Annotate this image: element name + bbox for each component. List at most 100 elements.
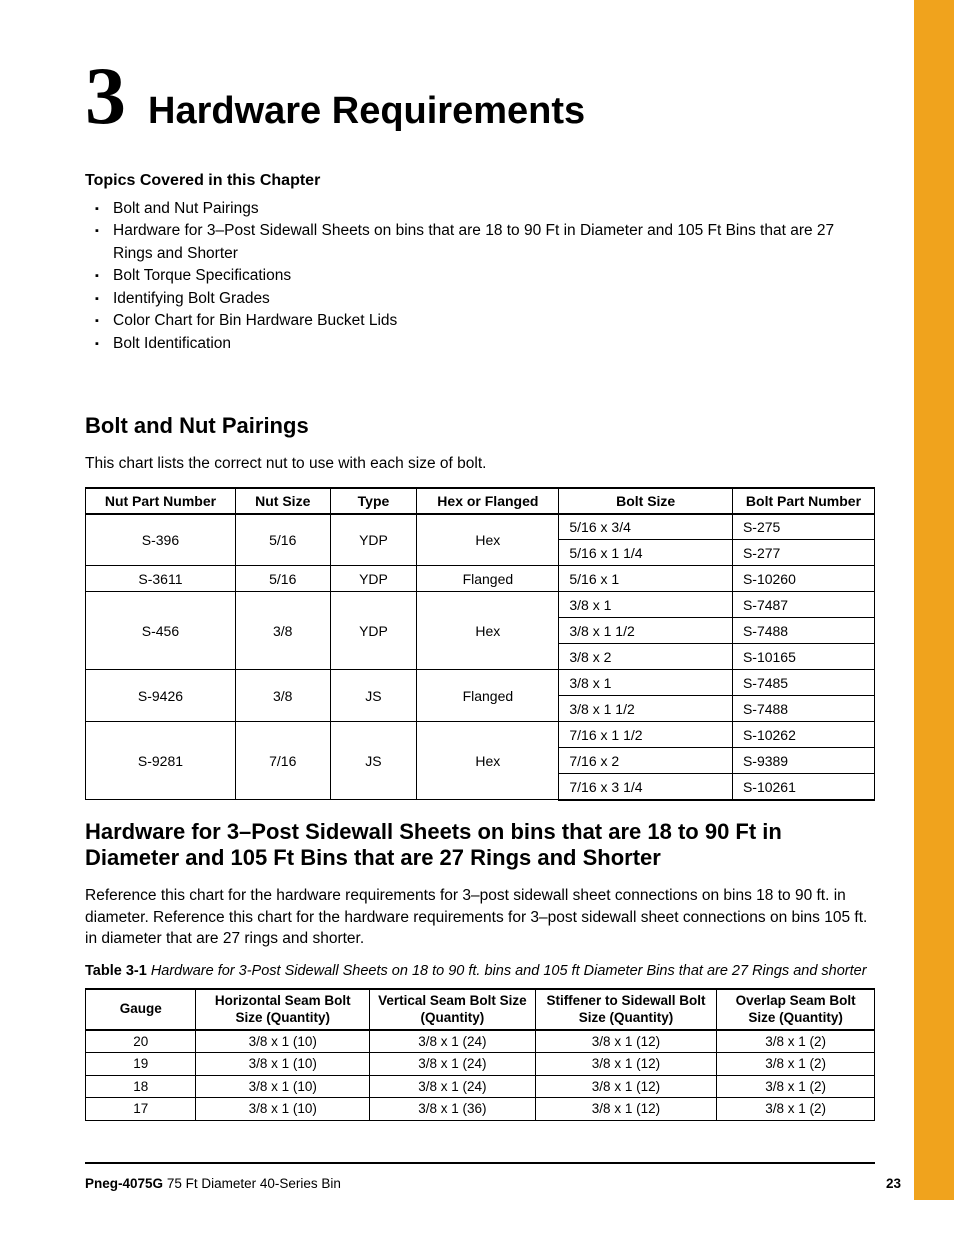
table-cell: 3/8 x 1 (12)	[535, 1030, 716, 1053]
table-cell: 3/8 x 1 (24)	[370, 1075, 536, 1098]
table-cell: S-9426	[86, 670, 236, 722]
table-cell: 3/8 x 1 1/2	[559, 696, 733, 722]
table-row: 183/8 x 1 (10)3/8 x 1 (24)3/8 x 1 (12)3/…	[86, 1075, 875, 1098]
topics-list-item: Identifying Bolt Grades	[95, 288, 875, 310]
table-header-cell: Nut Part Number	[86, 488, 236, 514]
table-cell: 3/8	[235, 592, 330, 670]
pairings-intro: This chart lists the correct nut to use …	[85, 453, 875, 475]
table-cell: 3/8 x 1	[559, 592, 733, 618]
table-header-cell: Nut Size	[235, 488, 330, 514]
table-cell: 5/16 x 1 1/4	[559, 540, 733, 566]
table-cell: S-10165	[732, 644, 874, 670]
table-header-cell: Bolt Size	[559, 488, 733, 514]
table-cell: S-9281	[86, 722, 236, 800]
table-header-cell: Bolt Part Number	[732, 488, 874, 514]
table-cell: S-10261	[732, 774, 874, 800]
topics-list-item: Bolt and Nut Pairings	[95, 198, 875, 220]
table-cell: 3/8 x 1	[559, 670, 733, 696]
table-cell: 3/8 x 1 (12)	[535, 1075, 716, 1098]
table-cell: 18	[86, 1075, 196, 1098]
table-cell: 3/8 x 1 (10)	[196, 1075, 370, 1098]
topics-list-item: Hardware for 3–Post Sidewall Sheets on b…	[95, 220, 875, 265]
table-cell: 3/8 x 1 (2)	[717, 1053, 875, 1076]
pairings-heading: Bolt and Nut Pairings	[85, 413, 875, 439]
topics-list-item: Bolt Identification	[95, 333, 875, 355]
table-cell: 3/8 x 1 (36)	[370, 1098, 536, 1121]
table-cell: S-10260	[732, 566, 874, 592]
table-header-cell: Type	[330, 488, 417, 514]
table-cell: 3/8 x 1 (2)	[717, 1030, 875, 1053]
footer-rule	[85, 1162, 875, 1164]
table-cell: S-3611	[86, 566, 236, 592]
table-cell: S-10262	[732, 722, 874, 748]
hardware-intro: Reference this chart for the hardware re…	[85, 885, 875, 950]
table-header-cell: Horizontal Seam Bolt Size (Quantity)	[196, 989, 370, 1030]
table-cell: 5/16 x 3/4	[559, 514, 733, 540]
footer-doc-title: 75 Ft Diameter 40-Series Bin	[167, 1176, 341, 1191]
hardware-table: GaugeHorizontal Seam Bolt Size (Quantity…	[85, 988, 875, 1121]
table-cell: 3/8 x 1 1/2	[559, 618, 733, 644]
table-cell: S-396	[86, 514, 236, 566]
table-cell: S-7488	[732, 696, 874, 722]
table-cell: YDP	[330, 566, 417, 592]
accent-side-strip	[914, 0, 954, 1200]
table-cell: 19	[86, 1053, 196, 1076]
table-cell: Hex	[417, 514, 559, 566]
table-cell: Hex	[417, 722, 559, 800]
table-cell: 5/16	[235, 566, 330, 592]
table-cell: 5/16 x 1	[559, 566, 733, 592]
table-cell: YDP	[330, 592, 417, 670]
table-cell: S-9389	[732, 748, 874, 774]
pairings-table: Nut Part NumberNut SizeTypeHex or Flange…	[85, 487, 875, 801]
table-header-cell: Overlap Seam Bolt Size (Quantity)	[717, 989, 875, 1030]
table-cell: 3/8 x 1 (2)	[717, 1098, 875, 1121]
table-cell: S-275	[732, 514, 874, 540]
table-cell: Flanged	[417, 566, 559, 592]
table-cell: 7/16 x 3 1/4	[559, 774, 733, 800]
table-cell: JS	[330, 670, 417, 722]
table-row: 173/8 x 1 (10)3/8 x 1 (36)3/8 x 1 (12)3/…	[86, 1098, 875, 1121]
table-cell: 3/8 x 1 (12)	[535, 1098, 716, 1121]
table-caption: Table 3-1 Hardware for 3-Post Sidewall S…	[85, 962, 875, 982]
table-caption-label: Table 3-1	[85, 963, 147, 979]
table-cell: 3/8 x 1 (10)	[196, 1098, 370, 1121]
table-cell: S-277	[732, 540, 874, 566]
table-cell: S-7485	[732, 670, 874, 696]
table-cell: S-7488	[732, 618, 874, 644]
table-cell: 5/16	[235, 514, 330, 566]
table-cell: 3/8 x 1 (24)	[370, 1053, 536, 1076]
table-cell: 17	[86, 1098, 196, 1121]
topics-heading: Topics Covered in this Chapter	[85, 172, 875, 190]
topics-list-item: Color Chart for Bin Hardware Bucket Lids	[95, 310, 875, 332]
table-cell: Hex	[417, 592, 559, 670]
page-footer: Pneg-4075G 75 Ft Diameter 40-Series Bin …	[85, 1176, 875, 1191]
table-cell: 20	[86, 1030, 196, 1053]
page-content: 3 Hardware Requirements Topics Covered i…	[85, 55, 875, 1121]
table-cell: 3/8 x 2	[559, 644, 733, 670]
table-header-cell: Gauge	[86, 989, 196, 1030]
table-row: 193/8 x 1 (10)3/8 x 1 (24)3/8 x 1 (12)3/…	[86, 1053, 875, 1076]
table-cell: 3/8 x 1 (24)	[370, 1030, 536, 1053]
table-cell: 3/8	[235, 670, 330, 722]
table-header-cell: Hex or Flanged	[417, 488, 559, 514]
table-cell: 3/8 x 1 (10)	[196, 1030, 370, 1053]
hardware-heading: Hardware for 3–Post Sidewall Sheets on b…	[85, 819, 875, 871]
table-cell: YDP	[330, 514, 417, 566]
table-cell: S-7487	[732, 592, 874, 618]
table-cell: 7/16 x 1 1/2	[559, 722, 733, 748]
chapter-title: Hardware Requirements	[148, 90, 585, 133]
chapter-number: 3	[85, 55, 126, 137]
table-cell: 3/8 x 1 (10)	[196, 1053, 370, 1076]
table-cell: S-456	[86, 592, 236, 670]
table-cell: JS	[330, 722, 417, 800]
table-cell: Flanged	[417, 670, 559, 722]
footer-page-number: 23	[886, 1176, 901, 1191]
table-row: 203/8 x 1 (10)3/8 x 1 (24)3/8 x 1 (12)3/…	[86, 1030, 875, 1053]
table-caption-text: Hardware for 3-Post Sidewall Sheets on 1…	[151, 963, 867, 979]
table-header-cell: Vertical Seam Bolt Size (Quantity)	[370, 989, 536, 1030]
table-cell: 7/16 x 2	[559, 748, 733, 774]
footer-doc-id: Pneg-4075G	[85, 1176, 163, 1191]
table-cell: 3/8 x 1 (12)	[535, 1053, 716, 1076]
footer-doc-info: Pneg-4075G 75 Ft Diameter 40-Series Bin	[85, 1176, 341, 1191]
table-cell: 7/16	[235, 722, 330, 800]
